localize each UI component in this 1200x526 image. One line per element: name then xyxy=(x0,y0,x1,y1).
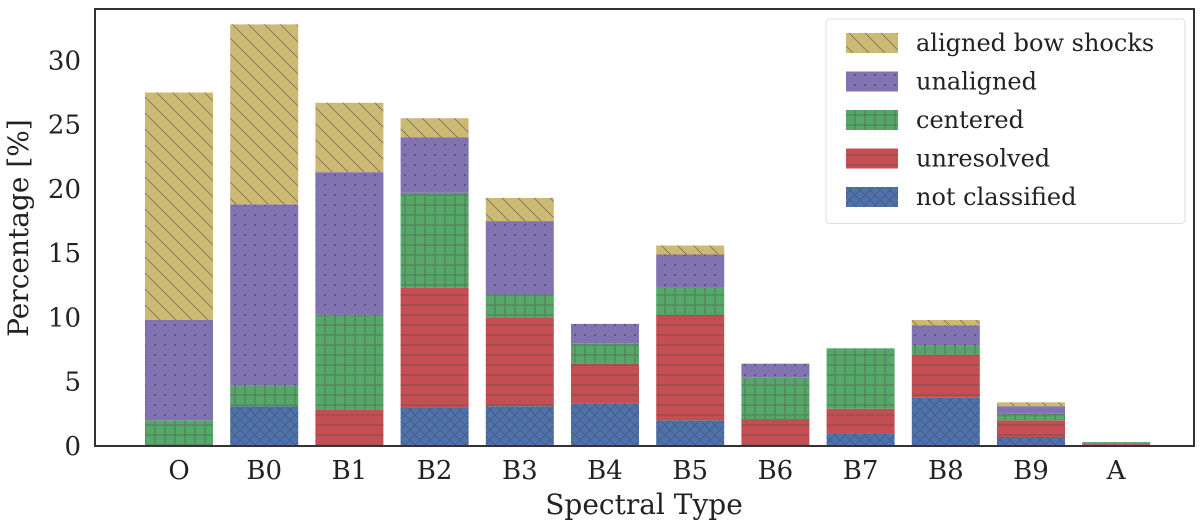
legend-label: unresolved xyxy=(916,145,1050,173)
plot-frame xyxy=(94,8,1195,447)
bar-B0-aligned-bow-shocks xyxy=(230,24,299,205)
bar-B3-not-classified xyxy=(485,406,554,446)
legend-swatch xyxy=(846,71,898,92)
bar-B8-centered xyxy=(911,345,980,355)
bar-B6-unresolved xyxy=(741,419,810,446)
bar-B2-centered xyxy=(400,192,469,288)
y-tick-label: 30 xyxy=(48,46,81,76)
bar-B5-aligned-bow-shocks xyxy=(656,245,725,255)
bar-B2-not-classified xyxy=(400,407,469,446)
bar-O-unaligned xyxy=(145,320,213,421)
x-tick-label: B8 xyxy=(928,456,964,486)
bar-B9-unaligned xyxy=(997,406,1065,414)
bar-B1-unaligned xyxy=(315,172,384,315)
y-axis-label: Percentage [%] xyxy=(2,119,35,337)
bar-B7-not-classified xyxy=(826,433,895,446)
bar-B3-centered xyxy=(485,294,554,318)
bar-B1-centered xyxy=(315,314,384,410)
y-tick-label: 5 xyxy=(64,368,81,398)
x-tick-label: B3 xyxy=(502,456,538,486)
bar-B8-unresolved xyxy=(911,354,980,398)
bar-B9-unresolved xyxy=(997,420,1065,437)
bar-B7-unresolved xyxy=(826,408,895,434)
bar-B1-unresolved xyxy=(315,410,384,446)
legend: aligned bow shocks unaligned centered unres… xyxy=(825,18,1186,224)
bar-B6-unaligned xyxy=(741,363,810,378)
x-axis-ticks: O B0 B1 B2 B3 B4 B5 B6 B7 B8 B9 A xyxy=(168,456,1126,486)
bar-A-unresolved xyxy=(1082,443,1151,445)
y-tick-label: 0 xyxy=(64,432,81,462)
bar-B5-not-classified xyxy=(656,420,725,446)
bar-B8-not-classified xyxy=(911,397,980,446)
legend-label: aligned bow shocks xyxy=(916,29,1154,57)
bar-B6-centered xyxy=(741,377,810,419)
bar-B2-unaligned xyxy=(400,137,469,193)
y-axis-ticks: 0 5 10 15 20 25 30 xyxy=(48,46,81,462)
y-tick-label: 15 xyxy=(48,239,81,269)
y-tick-label: 20 xyxy=(48,175,81,205)
bar-B5-unresolved xyxy=(656,314,725,421)
bar-B9-centered xyxy=(997,413,1065,421)
bar-B0-not-classified xyxy=(230,406,299,446)
x-tick-label: B1 xyxy=(332,456,368,486)
x-tick-label: B4 xyxy=(587,456,623,486)
bar-B4-unaligned xyxy=(571,323,639,344)
y-tick-label: 25 xyxy=(48,111,81,141)
x-tick-label: B5 xyxy=(672,456,708,486)
bars-layer xyxy=(145,24,1151,446)
legend-swatch xyxy=(846,148,898,169)
bar-B0-centered xyxy=(230,385,299,407)
x-axis-label: Spectral Type xyxy=(545,488,743,521)
bar-B2-aligned-bow-shocks xyxy=(400,118,469,138)
bar-B5-unaligned xyxy=(656,254,725,288)
x-tick-label: B7 xyxy=(843,456,879,486)
bar-A-centered xyxy=(1082,442,1151,444)
bar-B9-not-classified xyxy=(997,437,1065,446)
bar-B1-aligned-bow-shocks xyxy=(315,102,384,173)
bar-O-centered xyxy=(145,420,213,446)
bar-B9-aligned-bow-shocks xyxy=(997,402,1065,407)
x-tick-label: B2 xyxy=(417,456,453,486)
y-tick-label: 10 xyxy=(48,304,81,334)
bar-B3-unresolved xyxy=(485,317,554,407)
bar-B0-unaligned xyxy=(230,204,299,386)
legend-box xyxy=(825,18,1186,224)
legend-swatch xyxy=(846,110,898,130)
bar-B4-centered xyxy=(571,343,639,364)
bar-O-aligned-bow-shocks xyxy=(145,92,213,320)
legend-swatch xyxy=(846,187,898,207)
bar-B7-centered xyxy=(826,348,895,409)
bar-B8-aligned-bow-shocks xyxy=(911,320,980,326)
x-tick-label: A xyxy=(1106,456,1127,486)
bar-B2-unresolved xyxy=(400,287,469,408)
bar-B4-not-classified xyxy=(571,403,639,446)
bar-B8-unaligned xyxy=(911,325,980,346)
legend-label: centered xyxy=(916,106,1024,134)
x-tick-label: B9 xyxy=(1013,456,1049,486)
legend-swatch xyxy=(846,33,898,53)
bar-B3-aligned-bow-shocks xyxy=(485,197,554,221)
bar-B5-centered xyxy=(656,287,725,315)
legend-label: not classified xyxy=(916,183,1077,211)
bar-B3-unaligned xyxy=(485,221,554,295)
x-tick-label: O xyxy=(168,456,189,486)
bar-B4-unresolved xyxy=(571,363,639,404)
legend-label: unaligned xyxy=(916,68,1037,96)
x-tick-label: B0 xyxy=(246,456,282,486)
x-tick-label: B6 xyxy=(758,456,794,486)
